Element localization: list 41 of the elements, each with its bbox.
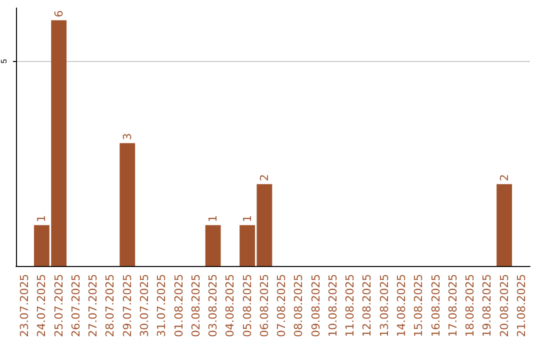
x-tick-label: 03.08.2025 [206, 274, 220, 338]
bar [120, 143, 136, 266]
x-tick-label: 07.08.2025 [275, 274, 288, 338]
y-tick-label: 5 [0, 58, 8, 64]
x-tick-label: 29.07.2025 [120, 274, 134, 338]
data-label: 3 [120, 133, 134, 140]
x-tick-label: 30.07.2025 [138, 274, 151, 338]
bar [205, 225, 221, 266]
x-tick-label: 31.07.2025 [155, 274, 168, 338]
data-label: 1 [240, 215, 254, 222]
x-tick-label: 05.08.2025 [240, 274, 254, 338]
data-label: 6 [52, 10, 66, 18]
x-tick-label: 19.08.2025 [480, 274, 494, 338]
x-tick-label: 02.08.2025 [189, 274, 202, 338]
x-tick-label: 04.08.2025 [224, 274, 237, 338]
x-tick-label: 10.08.2025 [326, 274, 340, 338]
x-tick-label: 26.07.2025 [69, 274, 82, 338]
x-tick-label: 06.08.2025 [258, 274, 271, 338]
x-tick-label: 25.07.2025 [52, 274, 66, 338]
x-tick-label: 21.08.2025 [514, 274, 528, 338]
x-tick-label: 23.07.2025 [18, 274, 32, 338]
x-tick-label: 12.08.2025 [360, 274, 374, 338]
x-tick-label: 08.08.2025 [292, 274, 306, 338]
x-tick-label: 17.08.2025 [446, 274, 460, 338]
data-label: 2 [258, 174, 271, 182]
x-tick-label: 15.08.2025 [412, 274, 426, 338]
data-label: 1 [35, 215, 48, 222]
x-tick-label: 28.07.2025 [104, 274, 117, 338]
x-tick-label: 20.08.2025 [498, 274, 511, 338]
x-tick-label: 09.08.2025 [309, 274, 322, 338]
x-tick-label: 27.07.2025 [86, 274, 100, 338]
bar [496, 184, 512, 266]
x-tick-label: 01.08.2025 [172, 274, 186, 338]
x-tick-label: 13.08.2025 [378, 274, 391, 338]
data-label: 2 [498, 174, 511, 182]
data-label: 1 [206, 215, 220, 222]
x-tick-label: 24.07.2025 [35, 274, 48, 338]
x-tick-label: 11.08.2025 [344, 274, 357, 338]
x-tick-label: 14.08.2025 [395, 274, 408, 338]
x-tick-label: 16.08.2025 [429, 274, 442, 338]
x-tick-label: 18.08.2025 [464, 274, 477, 338]
